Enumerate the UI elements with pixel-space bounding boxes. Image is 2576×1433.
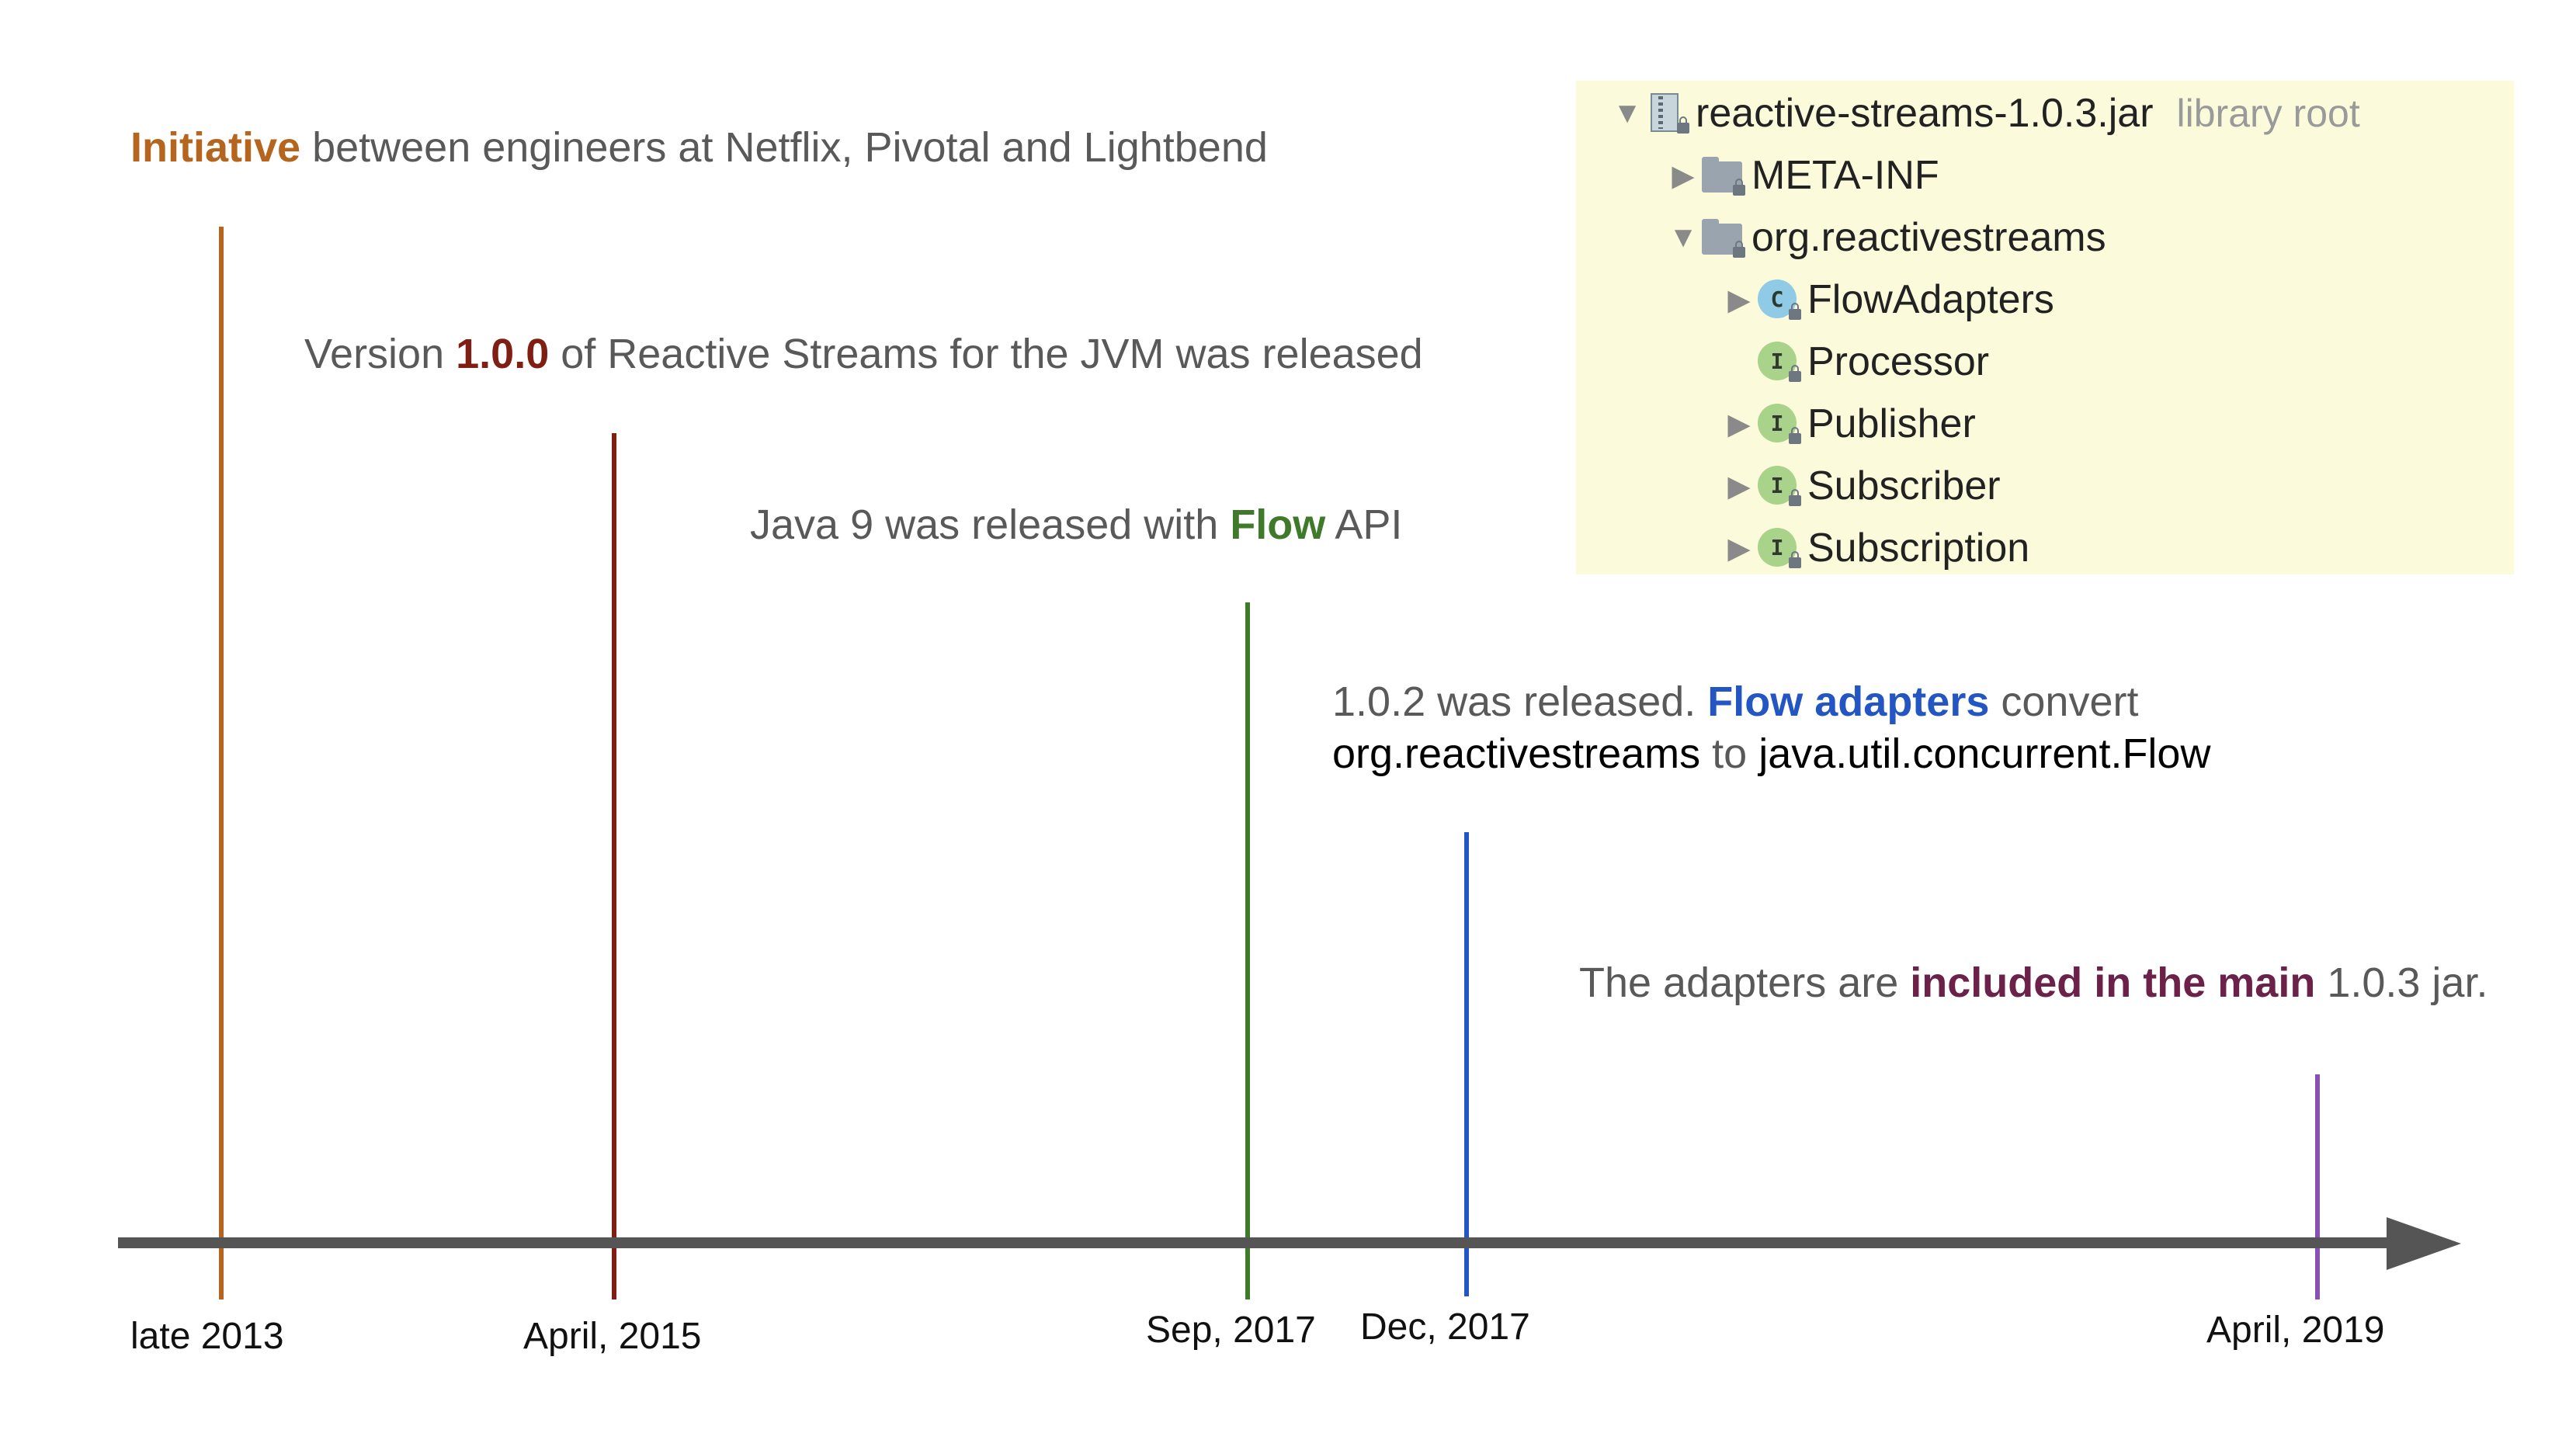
tree-root-label: reactive-streams-1.0.3.jar (1696, 91, 2154, 136)
tree-item-publisher[interactable]: ▶ I Publisher (1722, 393, 1976, 455)
caption-v103-before: The adapters are (1579, 959, 1911, 1006)
expanded-triangle-icon[interactable]: ▼ (1668, 220, 1698, 254)
caption-initiative-rest: between engineers at Netflix, Pivotal an… (300, 124, 1268, 171)
caption-initiative-highlight: Initiative (130, 124, 301, 171)
date-label-initiative: late 2013 (130, 1316, 284, 1357)
tree-item-subscriber[interactable]: ▶ I Subscriber (1722, 455, 2001, 517)
tree-item-label: FlowAdapters (1807, 277, 2054, 322)
caption-java9-highlight: Flow (1230, 501, 1326, 548)
interface-icon: I (1756, 402, 1801, 446)
project-tree-panel: ▼ reactive-streams-1.0.3.jar library roo… (1576, 81, 2514, 574)
caption-v100-after: of Reactive Streams for the JVM was rele… (549, 331, 1423, 377)
interface-icon: I (1756, 526, 1801, 570)
caption-v102-package: org.reactivestreams (1332, 730, 1701, 777)
date-label-v103: April, 2019 (2206, 1310, 2385, 1351)
folder-icon (1700, 216, 1745, 259)
tree-item-org-reactivestreams[interactable]: ▼ org.reactivestreams (1666, 206, 2106, 269)
date-label-v102: Dec, 2017 (1360, 1306, 1530, 1348)
tree-item-label: META-INF (1751, 153, 1939, 198)
caption-v102-to: to (1700, 730, 1759, 777)
caption-v100: Version 1.0.0 of Reactive Streams for th… (304, 329, 1423, 380)
date-label-java9: Sep, 2017 (1146, 1310, 1316, 1351)
tree-item-label: Processor (1807, 339, 1990, 384)
tree-item-flowadapters[interactable]: ▶ C FlowAdapters (1722, 269, 2054, 331)
caption-java9: Java 9 was released with Flow API (750, 500, 1402, 550)
caption-v103-highlight: included in the main (1910, 959, 2316, 1006)
interface-icon: I (1756, 340, 1801, 383)
date-label-v100: April, 2015 (523, 1316, 702, 1357)
caption-v102: 1.0.2 was released. Flow adapters conver… (1332, 677, 2210, 779)
collapsed-triangle-icon[interactable]: ▶ (1727, 408, 1751, 441)
expanded-triangle-icon[interactable]: ▼ (1613, 96, 1642, 130)
timeline-axis (118, 1237, 2401, 1248)
caption-v103-after: 1.0.3 jar. (2315, 959, 2488, 1006)
caption-v100-before: Version (304, 331, 457, 377)
tree-item-processor[interactable]: I Processor (1722, 331, 1989, 393)
timeline-arrow-icon (2387, 1217, 2461, 1270)
caption-v100-highlight: 1.0.0 (456, 331, 550, 377)
tree-item-meta-inf[interactable]: ▶ META-INF (1666, 144, 1939, 206)
caption-v102-line1: 1.0.2 was released. Flow adapters conver… (1332, 677, 2210, 727)
tree-root-suffix: library root (2176, 92, 2360, 135)
caption-initiative: Initiative between engineers at Netflix,… (130, 123, 1268, 173)
caption-java9-before: Java 9 was released with (750, 501, 1231, 548)
class-icon: C (1756, 278, 1801, 321)
caption-v102-highlight: Flow adapters (1707, 678, 1990, 725)
collapsed-triangle-icon[interactable]: ▶ (1727, 532, 1751, 565)
tree-item-label: Subscriber (1807, 463, 2001, 508)
caption-java9-after: API (1325, 501, 1403, 548)
tree-item-subscription[interactable]: ▶ I Subscription (1722, 517, 2029, 579)
interface-icon: I (1756, 464, 1801, 508)
jar-icon (1644, 92, 1689, 135)
event-line-v103 (2315, 1074, 2320, 1299)
caption-v103: The adapters are included in the main 1.… (1579, 958, 2487, 1008)
event-line-v100 (612, 433, 616, 1299)
caption-v102-flow-class: java.util.concurrent.Flow (1758, 730, 2211, 777)
collapsed-triangle-icon[interactable]: ▶ (1672, 159, 1695, 193)
event-line-v102 (1464, 832, 1469, 1296)
collapsed-triangle-icon[interactable]: ▶ (1727, 470, 1751, 503)
caption-v102-line2: org.reactivestreams to java.util.concurr… (1332, 729, 2210, 779)
folder-icon (1700, 154, 1745, 197)
caption-v102-after: convert (1989, 678, 2139, 725)
event-line-java9 (1245, 602, 1250, 1299)
caption-v102-before: 1.0.2 was released. (1332, 678, 1708, 725)
collapsed-triangle-icon[interactable]: ▶ (1727, 283, 1751, 317)
tree-root-row[interactable]: ▼ reactive-streams-1.0.3.jar library roo… (1610, 82, 2360, 144)
event-line-initiative (219, 227, 224, 1299)
tree-item-label: Subscription (1807, 526, 2030, 571)
tree-item-label: Publisher (1807, 401, 1976, 446)
tree-item-label: org.reactivestreams (1751, 215, 2106, 260)
